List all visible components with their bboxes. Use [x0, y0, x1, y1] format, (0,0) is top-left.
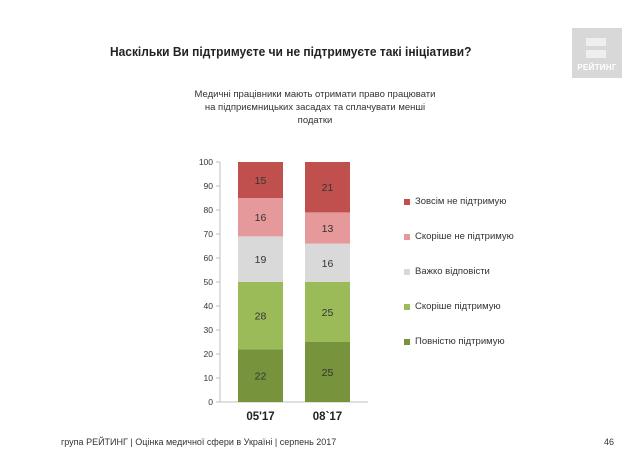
legend-label: Важко відповісти — [415, 266, 490, 277]
data-label: 25 — [322, 367, 334, 379]
bar-segment — [238, 198, 283, 237]
bar-segment — [305, 162, 350, 213]
chart-subtitle: Медичні працівники мають отримати право … — [194, 89, 436, 126]
logo-mark-icon — [586, 38, 606, 58]
page-number: 46 — [604, 437, 615, 447]
x-category-label: 08`17 — [313, 411, 342, 423]
bar-segment — [305, 212, 350, 244]
data-label: 13 — [322, 223, 334, 235]
bar-segment — [305, 282, 350, 342]
bar-segment — [305, 243, 350, 282]
stacked-bar-chart: 0 10 20 30 40 50 60 70 80 90 100 22 28 19 16 15 05'17 25 2… — [199, 157, 368, 423]
data-label: 16 — [255, 212, 267, 224]
legend-swatch — [404, 199, 410, 205]
legend-swatch — [404, 304, 410, 310]
rating-logo: РЕЙТИНГ — [572, 28, 622, 78]
y-tick-label: 90 — [204, 181, 214, 191]
bar-segment — [238, 282, 283, 350]
data-label: 16 — [322, 258, 334, 270]
y-tick-label: 60 — [204, 253, 214, 263]
data-label: 28 — [255, 311, 267, 323]
legend-label: Зовсім не підтримую — [415, 196, 507, 207]
y-tick-label: 20 — [204, 349, 214, 359]
bar-segment — [305, 342, 350, 402]
y-tick-label: 10 — [204, 373, 214, 383]
data-label: 22 — [255, 371, 267, 383]
y-tick-label: 100 — [199, 157, 213, 167]
y-tick-label: 40 — [204, 301, 214, 311]
data-label: 15 — [255, 175, 267, 187]
y-tick-label: 0 — [208, 397, 213, 407]
legend-swatch — [404, 339, 410, 345]
x-category-label: 05'17 — [246, 411, 274, 423]
legend-label: Повністю підтримую — [415, 336, 505, 347]
y-tick-label: 50 — [204, 277, 214, 287]
chart-title: Наскільки Ви підтримуєте чи не підтримує… — [110, 44, 472, 59]
legend-label: Скоріше підтримую — [415, 301, 501, 312]
data-label: 19 — [255, 254, 267, 266]
legend-swatch — [404, 269, 410, 275]
bar-segment — [238, 236, 283, 282]
footer-text: група РЕЙТИНГ | Оцінка медичної сфери в … — [61, 437, 337, 447]
y-tick-label: 30 — [204, 325, 214, 335]
legend-swatch — [404, 234, 410, 240]
bar-segment — [238, 349, 283, 402]
data-label: 25 — [322, 307, 334, 319]
y-tick-label: 70 — [204, 229, 214, 239]
logo-text: РЕЙТИНГ — [577, 63, 617, 72]
bar-segment — [238, 162, 283, 198]
data-label: 21 — [322, 182, 334, 194]
legend-label: Скоріше не підтримую — [415, 231, 514, 242]
y-tick-label: 80 — [204, 205, 214, 215]
